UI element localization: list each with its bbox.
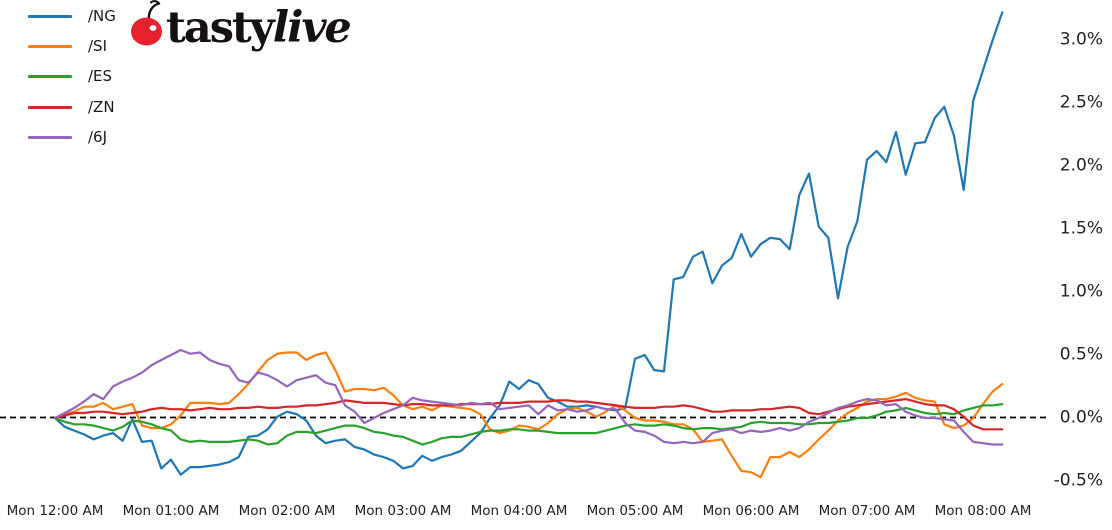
x-tick-4am: Mon 04:00 AM <box>470 503 568 519</box>
x-tick-2am: Mon 02:00 AM <box>238 503 336 519</box>
x-tick-6am: Mon 06:00 AM <box>702 503 800 519</box>
si-line-swatch-icon <box>28 45 72 49</box>
x-tick-5am: Mon 05:00 AM <box>586 503 684 519</box>
ng-line-swatch-icon <box>28 14 72 18</box>
x-tick-1am: Mon 01:00 AM <box>122 503 220 519</box>
y-tick-2.0: 2.0% <box>1059 155 1103 176</box>
tastylive-logo: tastylive <box>128 0 408 56</box>
legend-item-zn: /ZN <box>28 92 116 122</box>
x-tick-7am: Mon 07:00 AM <box>818 503 916 519</box>
series-line-ng <box>53 11 1004 476</box>
series-line-si <box>53 351 1004 479</box>
logo-wordmark: tastylive <box>166 3 352 53</box>
x-tick-3am: Mon 03:00 AM <box>354 503 452 519</box>
cherry-icon <box>131 0 162 46</box>
y-tick-0.5: 0.5% <box>1059 344 1103 365</box>
legend-label-es: /ES <box>88 67 113 86</box>
legend-label-zn: /ZN <box>88 97 115 116</box>
legend: /NG /SI /ES /ZN /6J <box>28 1 116 153</box>
series-line-6j <box>53 348 1004 446</box>
y-tick-neg0.5: -0.5% <box>1053 470 1103 491</box>
es-line-swatch-icon <box>28 75 72 79</box>
legend-label-6j: /6J <box>88 128 108 147</box>
legend-label-ng: /NG <box>88 6 116 25</box>
y-tick-3.0: 3.0% <box>1059 29 1103 50</box>
series-line-es <box>53 403 1004 446</box>
series-line-zn <box>53 398 1004 431</box>
y-tick-2.5: 2.5% <box>1059 92 1103 113</box>
y-tick-1.5: 1.5% <box>1059 218 1103 239</box>
zn-line-swatch-icon <box>28 105 72 109</box>
legend-item-es: /ES <box>28 62 116 92</box>
legend-item-ng: /NG <box>28 1 116 31</box>
logo-word-tasty: tasty <box>166 3 275 53</box>
x-tick-12am: Mon 12:00 AM <box>6 503 104 519</box>
y-tick-1.0: 1.0% <box>1059 281 1103 302</box>
legend-label-si: /SI <box>88 37 107 56</box>
logo-word-live: live <box>272 3 352 53</box>
legend-item-si: /SI <box>28 31 116 61</box>
y-tick-0.0: 0.0% <box>1059 407 1103 428</box>
x-tick-8am: Mon 08:00 AM <box>934 503 1032 519</box>
legend-item-6j: /6J <box>28 123 116 153</box>
6j-line-swatch-icon <box>28 136 72 140</box>
